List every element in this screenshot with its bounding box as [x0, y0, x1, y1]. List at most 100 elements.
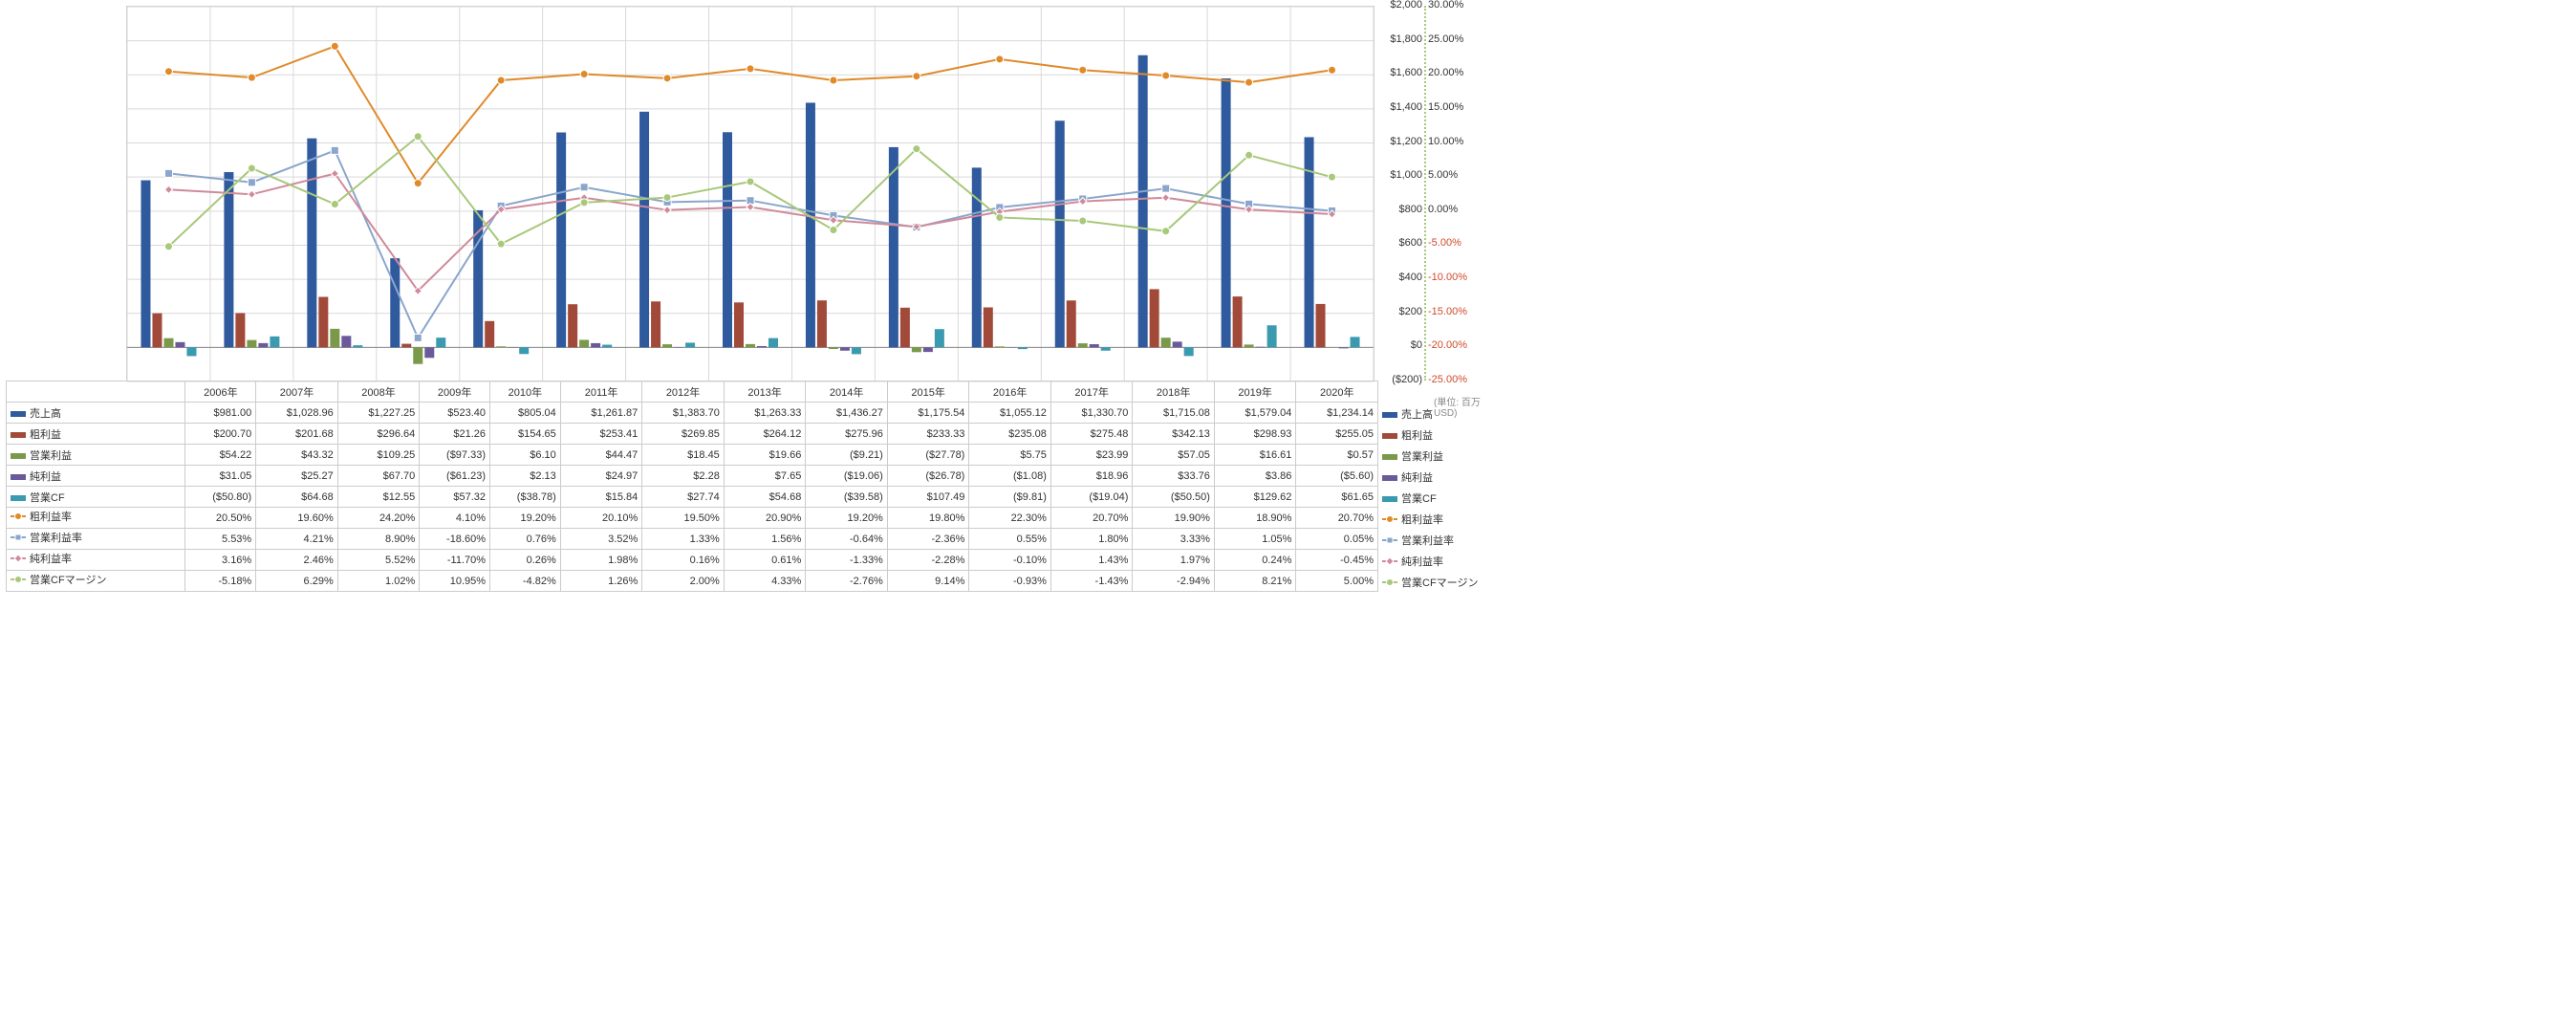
year-header: 2020年 [1296, 381, 1378, 403]
table-row: 営業利益率5.53%4.21%8.90%-18.60%0.76%3.52%1.3… [7, 529, 1378, 550]
gm-marker [497, 76, 505, 84]
opm-marker [164, 169, 172, 177]
chart-svg [127, 7, 1374, 381]
table-row: 営業CFマージン-5.18%6.29%1.02%10.95%-4.82%1.26… [7, 571, 1378, 592]
legend-row: 粗利益 [1382, 424, 1497, 445]
data-cell: -2.76% [806, 571, 888, 592]
ocf-bar [186, 347, 196, 356]
data-cell: 10.95% [420, 571, 490, 592]
ocfm-marker [248, 164, 255, 172]
gm-marker [913, 73, 920, 80]
series-label: 営業CFマージン [11, 572, 106, 587]
ocf-bar [436, 338, 445, 347]
data-cell: ($19.06) [806, 466, 888, 487]
data-cell: ($50.50) [1133, 487, 1215, 508]
opm-marker [331, 146, 338, 154]
gross-bar [1233, 296, 1243, 347]
data-cell: $296.64 [337, 424, 420, 445]
data-cell: 5.53% [185, 529, 256, 550]
data-cell: $107.49 [887, 487, 969, 508]
y2-tick-label: -15.00% [1428, 306, 1482, 317]
op-bar [995, 346, 1005, 347]
opm-marker [1162, 185, 1170, 192]
ocf-bar [519, 347, 529, 354]
data-cell: ($9.21) [806, 445, 888, 466]
data-cell: 22.30% [969, 508, 1051, 529]
sales-bar [390, 258, 400, 347]
y2-tick-label: -5.00% [1428, 237, 1482, 249]
gm-marker [747, 65, 754, 73]
ocf-bar [602, 345, 612, 348]
data-cell: 4.33% [724, 571, 806, 592]
data-cell: ($5.60) [1296, 466, 1378, 487]
ocfm-marker [830, 226, 837, 233]
year-header: 2010年 [490, 381, 561, 403]
y2-tick-label: 0.00% [1428, 204, 1482, 215]
ocfm-line [168, 137, 1331, 247]
data-cell: 4.21% [256, 529, 338, 550]
data-cell: 5.52% [337, 550, 420, 571]
y1-tick-label: $0 [1376, 339, 1422, 351]
data-cell: 19.50% [642, 508, 725, 529]
ocf-bar [935, 329, 944, 347]
gm-marker [580, 71, 588, 78]
data-cell: $275.96 [806, 424, 888, 445]
table-row: 純利益率3.16%2.46%5.52%-11.70%0.26%1.98%0.16… [7, 550, 1378, 571]
ocf-bar [1018, 347, 1028, 349]
gross-bar [401, 344, 411, 348]
data-cell: 3.52% [560, 529, 642, 550]
data-cell: 20.70% [1050, 508, 1133, 529]
data-cell: 20.10% [560, 508, 642, 529]
gross-bar [485, 321, 494, 348]
legend-right: 売上高粗利益営業利益純利益営業CF粗利益率営業利益率純利益率営業CFマージン [1382, 403, 1497, 592]
data-cell: ($38.78) [490, 487, 561, 508]
data-cell: $7.65 [724, 466, 806, 487]
data-cell: $2.13 [490, 466, 561, 487]
y1-tick-label: $600 [1376, 237, 1422, 249]
gm-marker [1329, 66, 1336, 74]
data-cell: 2.46% [256, 550, 338, 571]
data-table: 2006年2007年2008年2009年2010年2011年2012年2013年… [6, 381, 1378, 592]
op-bar [330, 329, 339, 347]
sales-bar [639, 112, 649, 348]
year-header: 2018年 [1133, 381, 1215, 403]
table-row: 粗利益$200.70$201.68$296.64$21.26$154.65$25… [7, 424, 1378, 445]
data-cell: $235.08 [969, 424, 1051, 445]
data-cell: 1.33% [642, 529, 725, 550]
npm-marker [663, 207, 671, 214]
data-cell: 1.56% [724, 529, 806, 550]
legend-row: 粗利益率 [1382, 508, 1497, 529]
ocf-bar [1267, 325, 1277, 347]
right-axis-border [1424, 6, 1426, 381]
sales-bar [307, 139, 316, 348]
data-cell: $1,330.70 [1050, 403, 1133, 424]
y1-tick-label: $1,600 [1376, 67, 1422, 78]
year-header: 2011年 [560, 381, 642, 403]
op-bar [163, 338, 173, 348]
data-cell: 20.50% [185, 508, 256, 529]
series-label: 営業利益 [11, 447, 72, 463]
chart-container: ($200)$0$200$400$600$800$1,000$1,200$1,4… [0, 0, 1497, 597]
year-header: 2012年 [642, 381, 725, 403]
gross-bar [900, 308, 910, 348]
data-cell: ($27.78) [887, 445, 969, 466]
data-cell: $200.70 [185, 424, 256, 445]
data-cell: ($19.04) [1050, 487, 1133, 508]
data-cell: 1.43% [1050, 550, 1133, 571]
data-cell: $154.65 [490, 424, 561, 445]
data-cell: -0.45% [1296, 550, 1378, 571]
data-cell: 0.26% [490, 550, 561, 571]
sales-bar [141, 181, 150, 348]
data-cell: 20.90% [724, 508, 806, 529]
npm-marker [1162, 194, 1170, 202]
year-header: 2019年 [1214, 381, 1296, 403]
data-cell: 4.10% [420, 508, 490, 529]
data-cell: 8.21% [1214, 571, 1296, 592]
y1-tick-label: ($200) [1376, 374, 1422, 385]
net-bar [923, 347, 933, 352]
net-bar [341, 336, 351, 347]
gross-bar [1067, 300, 1076, 347]
data-cell: ($39.58) [806, 487, 888, 508]
table-row: 営業CF($50.80)$64.68$12.55$57.32($38.78)$1… [7, 487, 1378, 508]
data-cell: $269.85 [642, 424, 725, 445]
